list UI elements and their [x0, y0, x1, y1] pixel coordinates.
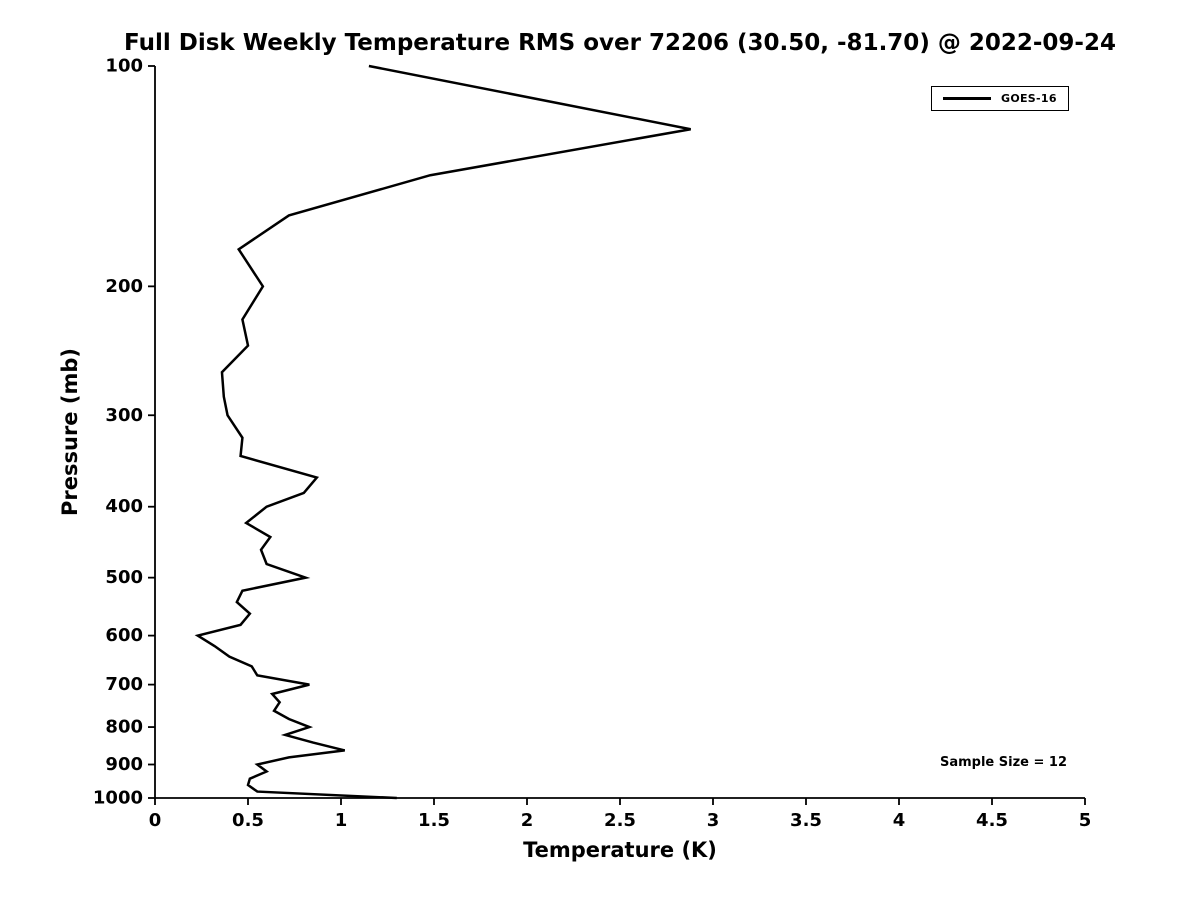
y-tick-label: 800	[105, 717, 143, 738]
legend-line-sample-icon	[943, 97, 991, 100]
y-tick-label: 300	[105, 405, 143, 426]
x-tick-label: 2	[521, 810, 534, 831]
x-axis-label: Temperature (K)	[523, 838, 717, 862]
y-axis-label: Pressure (mb)	[58, 348, 82, 516]
legend-label: GOES-16	[1001, 92, 1057, 105]
x-tick-label: 4	[893, 810, 906, 831]
x-tick-label: 1.5	[418, 810, 450, 831]
x-tick-label: 3.5	[790, 810, 822, 831]
legend-box: GOES-16	[931, 86, 1069, 111]
y-tick-label: 500	[105, 567, 143, 588]
y-tick-label: 1000	[93, 788, 143, 809]
y-tick-label: 600	[105, 625, 143, 646]
sample-size-annotation: Sample Size = 12	[939, 755, 1067, 770]
x-tick-label: 3	[707, 810, 720, 831]
chart-title: Full Disk Weekly Temperature RMS over 72…	[124, 30, 1116, 56]
x-tick-label: 0.5	[232, 810, 264, 831]
y-tick-label: 900	[105, 754, 143, 775]
x-tick-label: 2.5	[604, 810, 636, 831]
x-tick-label: 4.5	[976, 810, 1008, 831]
temperature-rms-line	[194, 64, 691, 800]
y-tick-label: 700	[105, 674, 143, 695]
y-tick-label: 400	[105, 496, 143, 517]
y-tick-label: 200	[105, 276, 143, 297]
x-tick-label: 0	[149, 810, 162, 831]
y-tick-label: 100	[105, 56, 143, 77]
x-tick-label: 5	[1079, 810, 1092, 831]
x-tick-label: 1	[335, 810, 348, 831]
